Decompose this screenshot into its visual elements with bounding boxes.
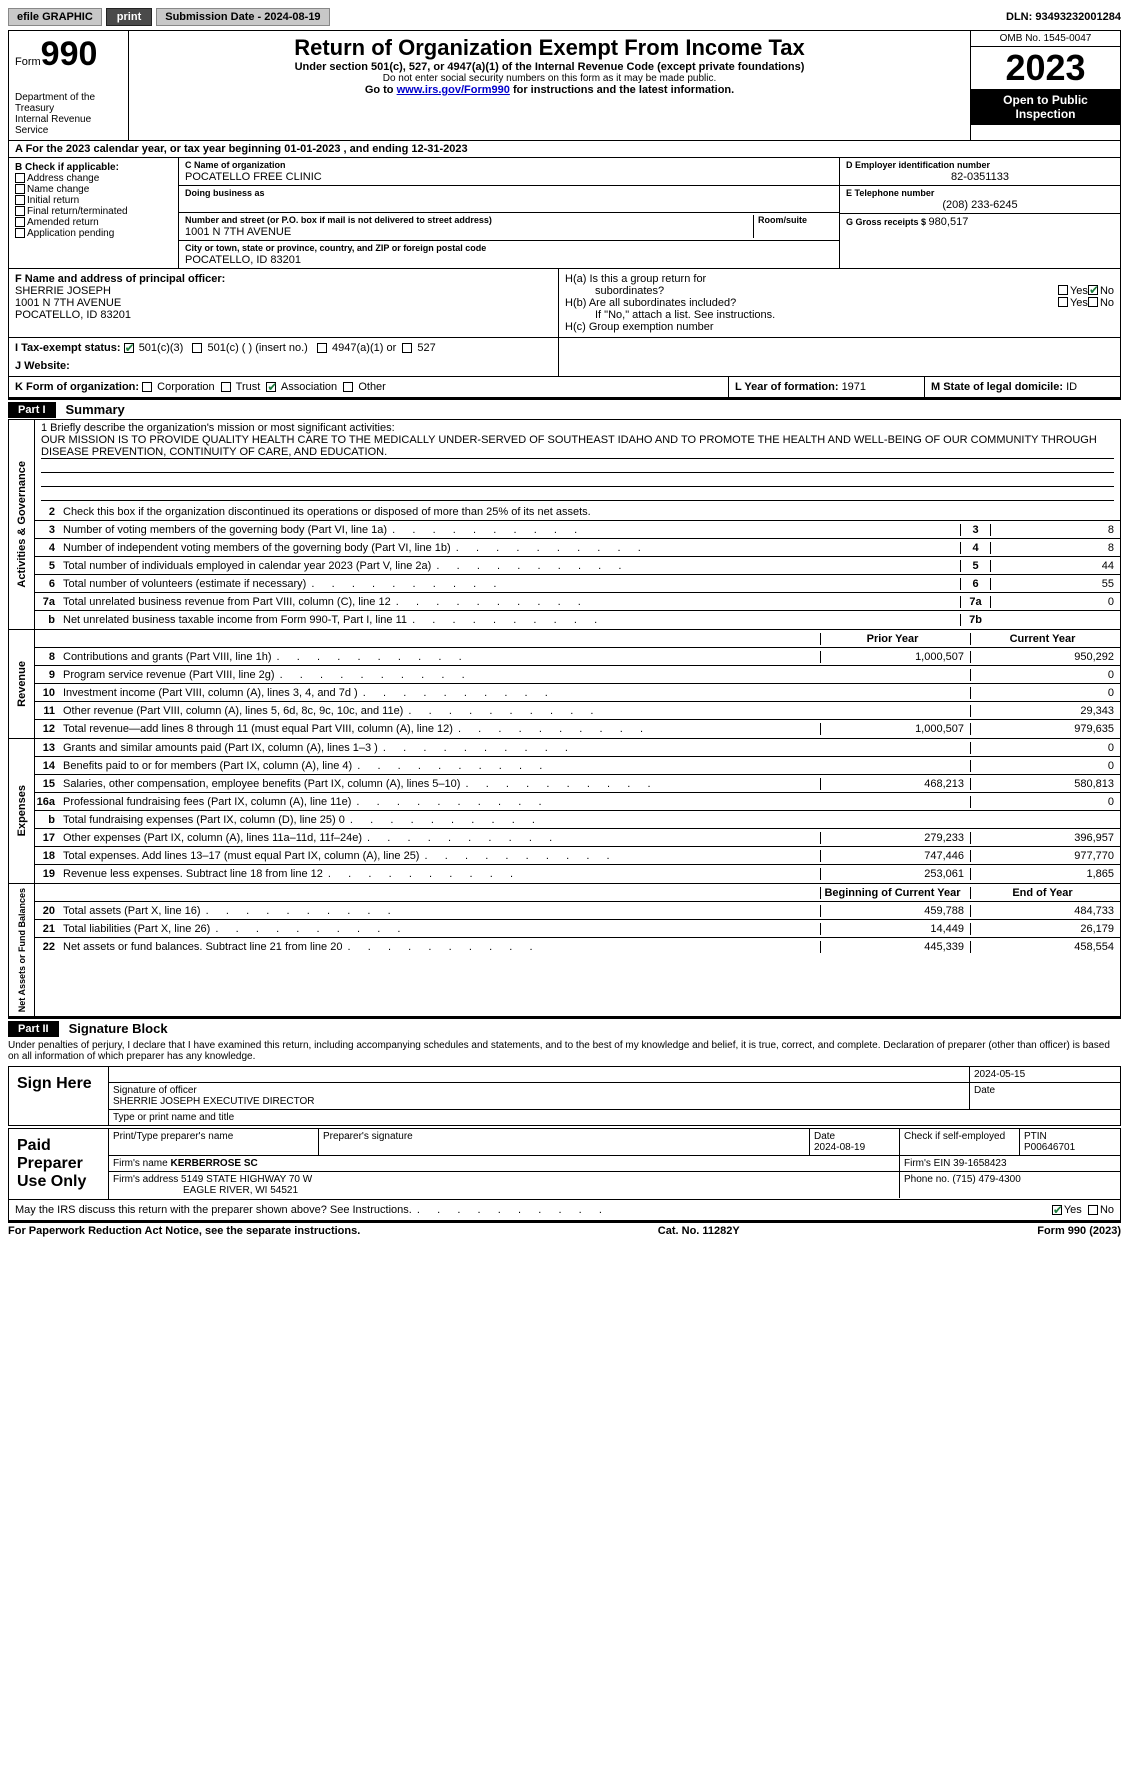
summary-line: 16aProfessional fundraising fees (Part I… <box>35 793 1120 811</box>
row-a-tax-year: A For the 2023 calendar year, or tax yea… <box>8 141 1121 158</box>
phone: (208) 233-6245 <box>846 199 1114 211</box>
vlabel-revenue: Revenue <box>14 657 30 711</box>
cb-501c3 <box>124 343 134 353</box>
cb-association <box>266 382 276 392</box>
form-title: Return of Organization Exempt From Incom… <box>139 35 960 61</box>
cb-final-return[interactable]: Final return/terminated <box>27 206 128 217</box>
firm-phone: (715) 479-4300 <box>952 1174 1020 1185</box>
summary-line: 5Total number of individuals employed in… <box>35 557 1120 575</box>
tax-year: 2023 <box>971 47 1120 89</box>
summary-line: 22Net assets or fund balances. Subtract … <box>35 938 1120 956</box>
goto-link-row: Go to www.irs.gov/Form990 for instructio… <box>139 84 960 96</box>
part-1-header: Part I Summary <box>8 398 1121 419</box>
ha-no-checked <box>1088 285 1098 295</box>
dept-treasury: Department of the Treasury <box>15 92 122 114</box>
mission-label: 1 Briefly describe the organization's mi… <box>41 422 1114 434</box>
summary-line: 15Salaries, other compensation, employee… <box>35 775 1120 793</box>
year-formation: 1971 <box>842 381 866 393</box>
end-year-hdr: End of Year <box>970 887 1120 899</box>
org-city: POCATELLO, ID 83201 <box>185 254 301 266</box>
prior-year-hdr: Prior Year <box>820 633 970 645</box>
open-inspection: Open to Public Inspection <box>971 89 1120 125</box>
omb-no: OMB No. 1545-0047 <box>971 31 1120 47</box>
row-i-j: I Tax-exempt status: 501(c)(3) 501(c) ( … <box>8 338 1121 377</box>
vlabel-ag: Activities & Governance <box>14 457 30 592</box>
ein: 82-0351133 <box>846 171 1114 183</box>
submission-date: Submission Date - 2024-08-19 <box>156 8 329 26</box>
dln: DLN: 93493232001284 <box>1006 11 1121 23</box>
form-number: 990 <box>41 35 98 73</box>
gross-receipts: 980,517 <box>929 216 969 228</box>
org-address: 1001 N 7TH AVENUE <box>185 226 291 238</box>
sign-date: 2024-05-15 <box>974 1069 1116 1080</box>
paid-preparer-block: Paid Preparer Use Only Print/Type prepar… <box>8 1128 1121 1200</box>
org-name: POCATELLO FREE CLINIC <box>185 171 322 183</box>
summary-line: 21Total liabilities (Part X, line 26)14,… <box>35 920 1120 938</box>
line-2: Check this box if the organization disco… <box>59 506 1120 518</box>
summary-line: 19Revenue less expenses. Subtract line 1… <box>35 865 1120 883</box>
summary-line: 3Number of voting members of the governi… <box>35 521 1120 539</box>
irs-link[interactable]: www.irs.gov/Form990 <box>397 84 510 96</box>
paid-preparer-label: Paid Preparer Use Only <box>9 1129 109 1199</box>
dept-irs: Internal Revenue Service <box>15 114 122 136</box>
section-activities-governance: Activities & Governance 1 Briefly descri… <box>8 419 1121 630</box>
header-grid: B Check if applicable: Address change Na… <box>8 158 1121 269</box>
cb-pending[interactable]: Application pending <box>27 228 114 239</box>
section-net-assets: Net Assets or Fund Balances Beginning of… <box>8 884 1121 1017</box>
discuss-row: May the IRS discuss this return with the… <box>8 1200 1121 1221</box>
section-expenses: Expenses 13Grants and similar amounts pa… <box>8 739 1121 884</box>
print-button[interactable]: print <box>106 8 152 26</box>
row-f-h: F Name and address of principal officer:… <box>8 269 1121 338</box>
summary-line: 11Other revenue (Part VIII, column (A), … <box>35 702 1120 720</box>
mission-text: OUR MISSION IS TO PROVIDE QUALITY HEALTH… <box>41 434 1114 459</box>
form-header: Form990 Department of the Treasury Inter… <box>8 30 1121 141</box>
box-f: F Name and address of principal officer:… <box>9 269 559 337</box>
sign-here-block: Sign Here 2024-05-15 Signature of office… <box>8 1066 1121 1126</box>
topbar: efile GRAPHIC print Submission Date - 20… <box>8 8 1121 26</box>
section-revenue: Revenue Prior YearCurrent Year 8Contribu… <box>8 630 1121 739</box>
summary-line: 13Grants and similar amounts paid (Part … <box>35 739 1120 757</box>
form-word: Form <box>15 56 41 68</box>
summary-line: 17Other expenses (Part IX, column (A), l… <box>35 829 1120 847</box>
form-subtitle: Under section 501(c), 527, or 4947(a)(1)… <box>139 61 960 73</box>
summary-line: 6Total number of volunteers (estimate if… <box>35 575 1120 593</box>
state-domicile: ID <box>1066 381 1077 393</box>
vlabel-net: Net Assets or Fund Balances <box>15 884 29 1016</box>
summary-line: 18Total expenses. Add lines 13–17 (must … <box>35 847 1120 865</box>
summary-line: 7aTotal unrelated business revenue from … <box>35 593 1120 611</box>
firm-addr: EAGLE RIVER, WI 54521 <box>113 1185 298 1196</box>
summary-line: bTotal fundraising expenses (Part IX, co… <box>35 811 1120 829</box>
box-b: B Check if applicable: Address change Na… <box>9 158 179 268</box>
preparer-date: 2024-08-19 <box>814 1142 865 1153</box>
cb-initial-return[interactable]: Initial return <box>27 195 79 206</box>
summary-line: 20Total assets (Part X, line 16)459,7884… <box>35 902 1120 920</box>
part-2-header: Part II Signature Block <box>8 1017 1121 1038</box>
summary-line: 4Number of independent voting members of… <box>35 539 1120 557</box>
summary-line: 14Benefits paid to or for members (Part … <box>35 757 1120 775</box>
discuss-yes-checked <box>1052 1205 1062 1215</box>
vlabel-expenses: Expenses <box>14 781 30 840</box>
ptin: P00646701 <box>1024 1142 1075 1153</box>
summary-line: 10Investment income (Part VIII, column (… <box>35 684 1120 702</box>
firm-name: KERBERROSE SC <box>170 1158 257 1169</box>
begin-year-hdr: Beginning of Current Year <box>820 887 970 899</box>
summary-line: 8Contributions and grants (Part VIII, li… <box>35 648 1120 666</box>
summary-line: 9Program service revenue (Part VIII, lin… <box>35 666 1120 684</box>
summary-line: 12Total revenue—add lines 8 through 11 (… <box>35 720 1120 738</box>
cb-address-change[interactable]: Address change <box>27 173 99 184</box>
perjury-text: Under penalties of perjury, I declare th… <box>8 1038 1121 1064</box>
officer-name: SHERRIE JOSEPH EXECUTIVE DIRECTOR <box>113 1096 315 1107</box>
summary-line: bNet unrelated business taxable income f… <box>35 611 1120 629</box>
cb-name-change[interactable]: Name change <box>27 184 89 195</box>
row-k-l-m: K Form of organization: Corporation Trus… <box>8 377 1121 398</box>
box-h: H(a) Is this a group return for subordin… <box>559 269 1120 337</box>
firm-ein: 39-1658423 <box>953 1158 1006 1169</box>
sign-here-label: Sign Here <box>9 1067 109 1125</box>
cb-amended[interactable]: Amended return <box>27 217 99 228</box>
box-c: C Name of organizationPOCATELLO FREE CLI… <box>179 158 840 268</box>
current-year-hdr: Current Year <box>970 633 1120 645</box>
ssn-warning: Do not enter social security numbers on … <box>139 73 960 84</box>
efile-label: efile GRAPHIC <box>8 8 102 26</box>
footer: For Paperwork Reduction Act Notice, see … <box>8 1225 1121 1237</box>
